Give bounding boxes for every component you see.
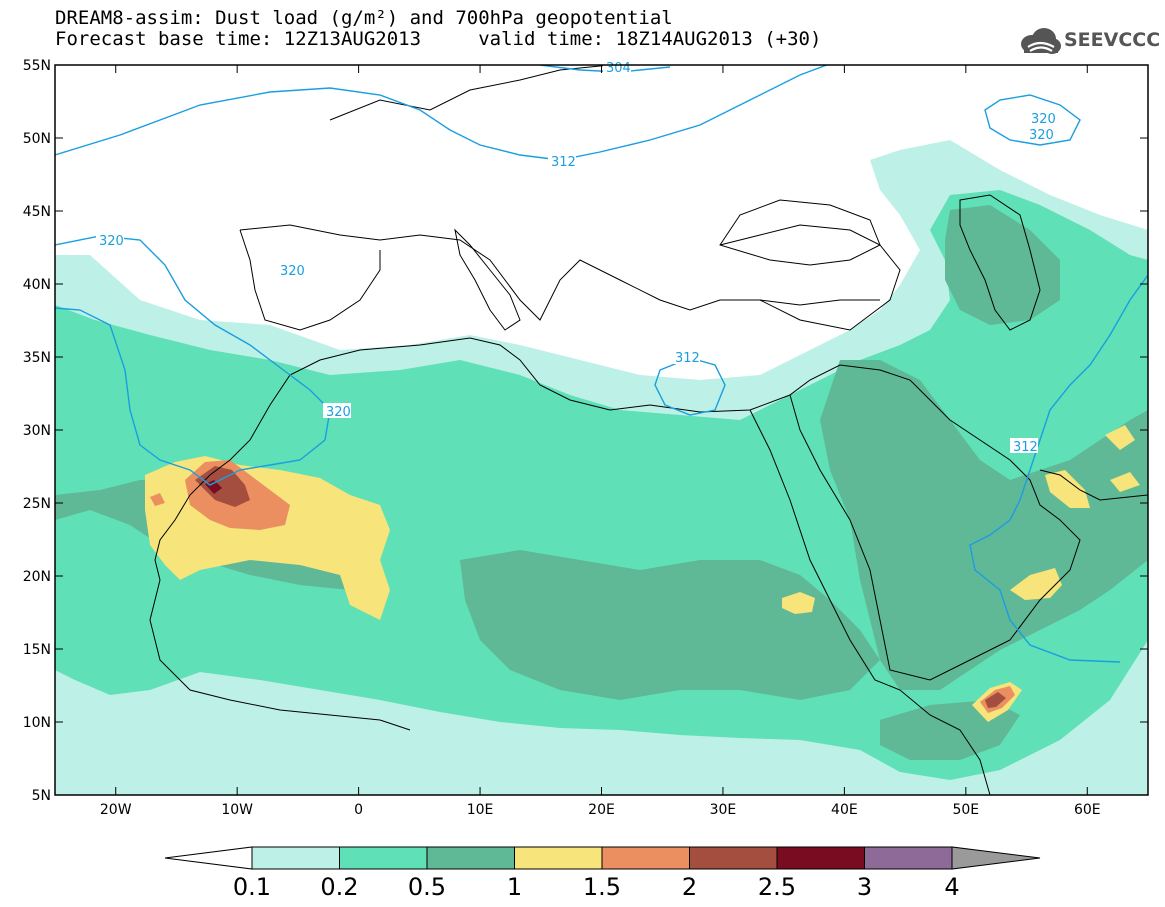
contour-312-north (55, 65, 829, 161)
contour-label: 320 (99, 234, 124, 249)
colorbar-swatch (689, 846, 778, 870)
colorbar-label: 0.1 (233, 873, 271, 901)
lon-tick-label: 30E (710, 802, 737, 818)
lon-tick-label: 60E (1074, 802, 1101, 818)
contour-label: 304 (606, 61, 631, 76)
colorbar-label: 1 (507, 873, 522, 901)
dust-area-1-oman (1010, 568, 1062, 600)
lat-tick-label: 20N (23, 569, 51, 585)
longitude-axis: 20W 10W 0 10E 20E 30E 40E 50E 60E (100, 65, 1101, 818)
coast-africa-north (154, 337, 791, 581)
lon-tick-label: 0 (354, 802, 363, 818)
dust-area-1-iran (1105, 425, 1135, 450)
colorbar: 0.1 0.2 0.5 1 1.5 2 2.5 3 4 (164, 846, 1041, 901)
contour-label: 320 (1029, 128, 1054, 143)
dust-area-1-iran-2 (1110, 472, 1140, 492)
colorbar-swatch (251, 846, 340, 870)
coast-africa-west (149, 579, 411, 731)
contour-label: 312 (1013, 440, 1038, 455)
dust-area-0.5-north (945, 205, 1060, 325)
lat-tick-label: 5N (32, 788, 51, 804)
dust-area-1.5-spot (150, 493, 165, 506)
lat-tick-label: 55N (23, 58, 51, 74)
dust-area-2-somalia (985, 692, 1006, 708)
cloud-logo-icon (1021, 28, 1061, 54)
contour-label: 312 (551, 155, 576, 170)
lat-tick-label: 15N (23, 642, 51, 658)
coast-arabia (789, 364, 1081, 681)
coast-iberia (239, 229, 381, 331)
dust-fields (55, 140, 1148, 795)
colorbar-label: 0.5 (408, 873, 446, 901)
coast-europe-north (329, 65, 611, 121)
dust-area-0.5-central (460, 550, 880, 700)
header: DREAM8-assim: Dust load (g/m²) and 700hP… (55, 8, 955, 50)
dust-area-0.5-east (820, 360, 1148, 690)
coast-persian-gulf (1039, 469, 1148, 501)
colorbar-under-arrow (164, 846, 253, 870)
colorbar-label: 0.2 (320, 873, 358, 901)
logo-text: SEEVCCC (1064, 29, 1161, 51)
geopotential-contours (55, 65, 1148, 663)
coast-italy (454, 228, 521, 331)
contour-label: 312 (675, 351, 700, 366)
lon-tick-label: 10W (221, 802, 253, 818)
dust-area-1-red-sea (782, 592, 815, 614)
lat-tick-label: 10N (23, 715, 51, 731)
colorbar-label: 4 (944, 873, 959, 901)
contour-label: 320 (1031, 112, 1056, 127)
lon-tick-label: 40E (831, 802, 858, 818)
coastlines (149, 65, 1148, 795)
latitude-axis: 55N 50N 45N 40N 35N 30N 25N 20N 15N 10N 5N (23, 58, 1148, 804)
title-line-2: Forecast base time: 12Z13AUG2013 valid t… (55, 28, 822, 50)
lat-tick-label: 50N (23, 131, 51, 147)
coast-anatolia (759, 299, 880, 306)
contour-label: 320 (326, 405, 351, 420)
lon-tick-label: 10E (467, 802, 494, 818)
colorbar-over-arrow (951, 846, 1041, 870)
lat-tick-label: 30N (23, 423, 51, 439)
contour-label: 320 (280, 264, 305, 279)
colorbar-swatch (339, 846, 428, 870)
colorbar-swatch (514, 846, 603, 870)
logo: SEEVCCC (1018, 26, 1161, 56)
lon-tick-label: 20W (100, 802, 132, 818)
lon-tick-label: 20E (588, 802, 615, 818)
contour-labels: 304 312 320 320 312 320 320 312 320 (96, 59, 1056, 455)
dust-area-2.5-west (205, 480, 222, 494)
dust-area-1-gulf (1045, 470, 1090, 508)
lon-tick-label: 50E (952, 802, 979, 818)
colorbar-swatch (426, 846, 515, 870)
colorbar-label: 1.5 (583, 873, 621, 901)
colorbar-label: 2 (682, 873, 697, 901)
colorbar-label: 3 (857, 873, 872, 901)
lat-tick-label: 40N (23, 277, 51, 293)
colorbar-swatch (776, 846, 865, 870)
colorbar-label: 2.5 (758, 873, 796, 901)
coast-black-sea (719, 199, 881, 266)
title-line-1: DREAM8-assim: Dust load (g/m²) and 700hP… (55, 7, 673, 29)
contour-320-north-east (984, 94, 1081, 146)
coast-red-sea-west (749, 409, 991, 795)
lat-tick-label: 35N (23, 350, 51, 366)
lat-tick-label: 25N (23, 496, 51, 512)
contour-304 (539, 65, 671, 73)
lat-tick-label: 45N (23, 204, 51, 220)
contour-312-east (969, 274, 1148, 663)
coast-caspian (959, 194, 1041, 331)
colorbar-swatch (601, 846, 690, 870)
contour-320-west (55, 235, 331, 486)
colorbar-swatch (864, 846, 953, 870)
